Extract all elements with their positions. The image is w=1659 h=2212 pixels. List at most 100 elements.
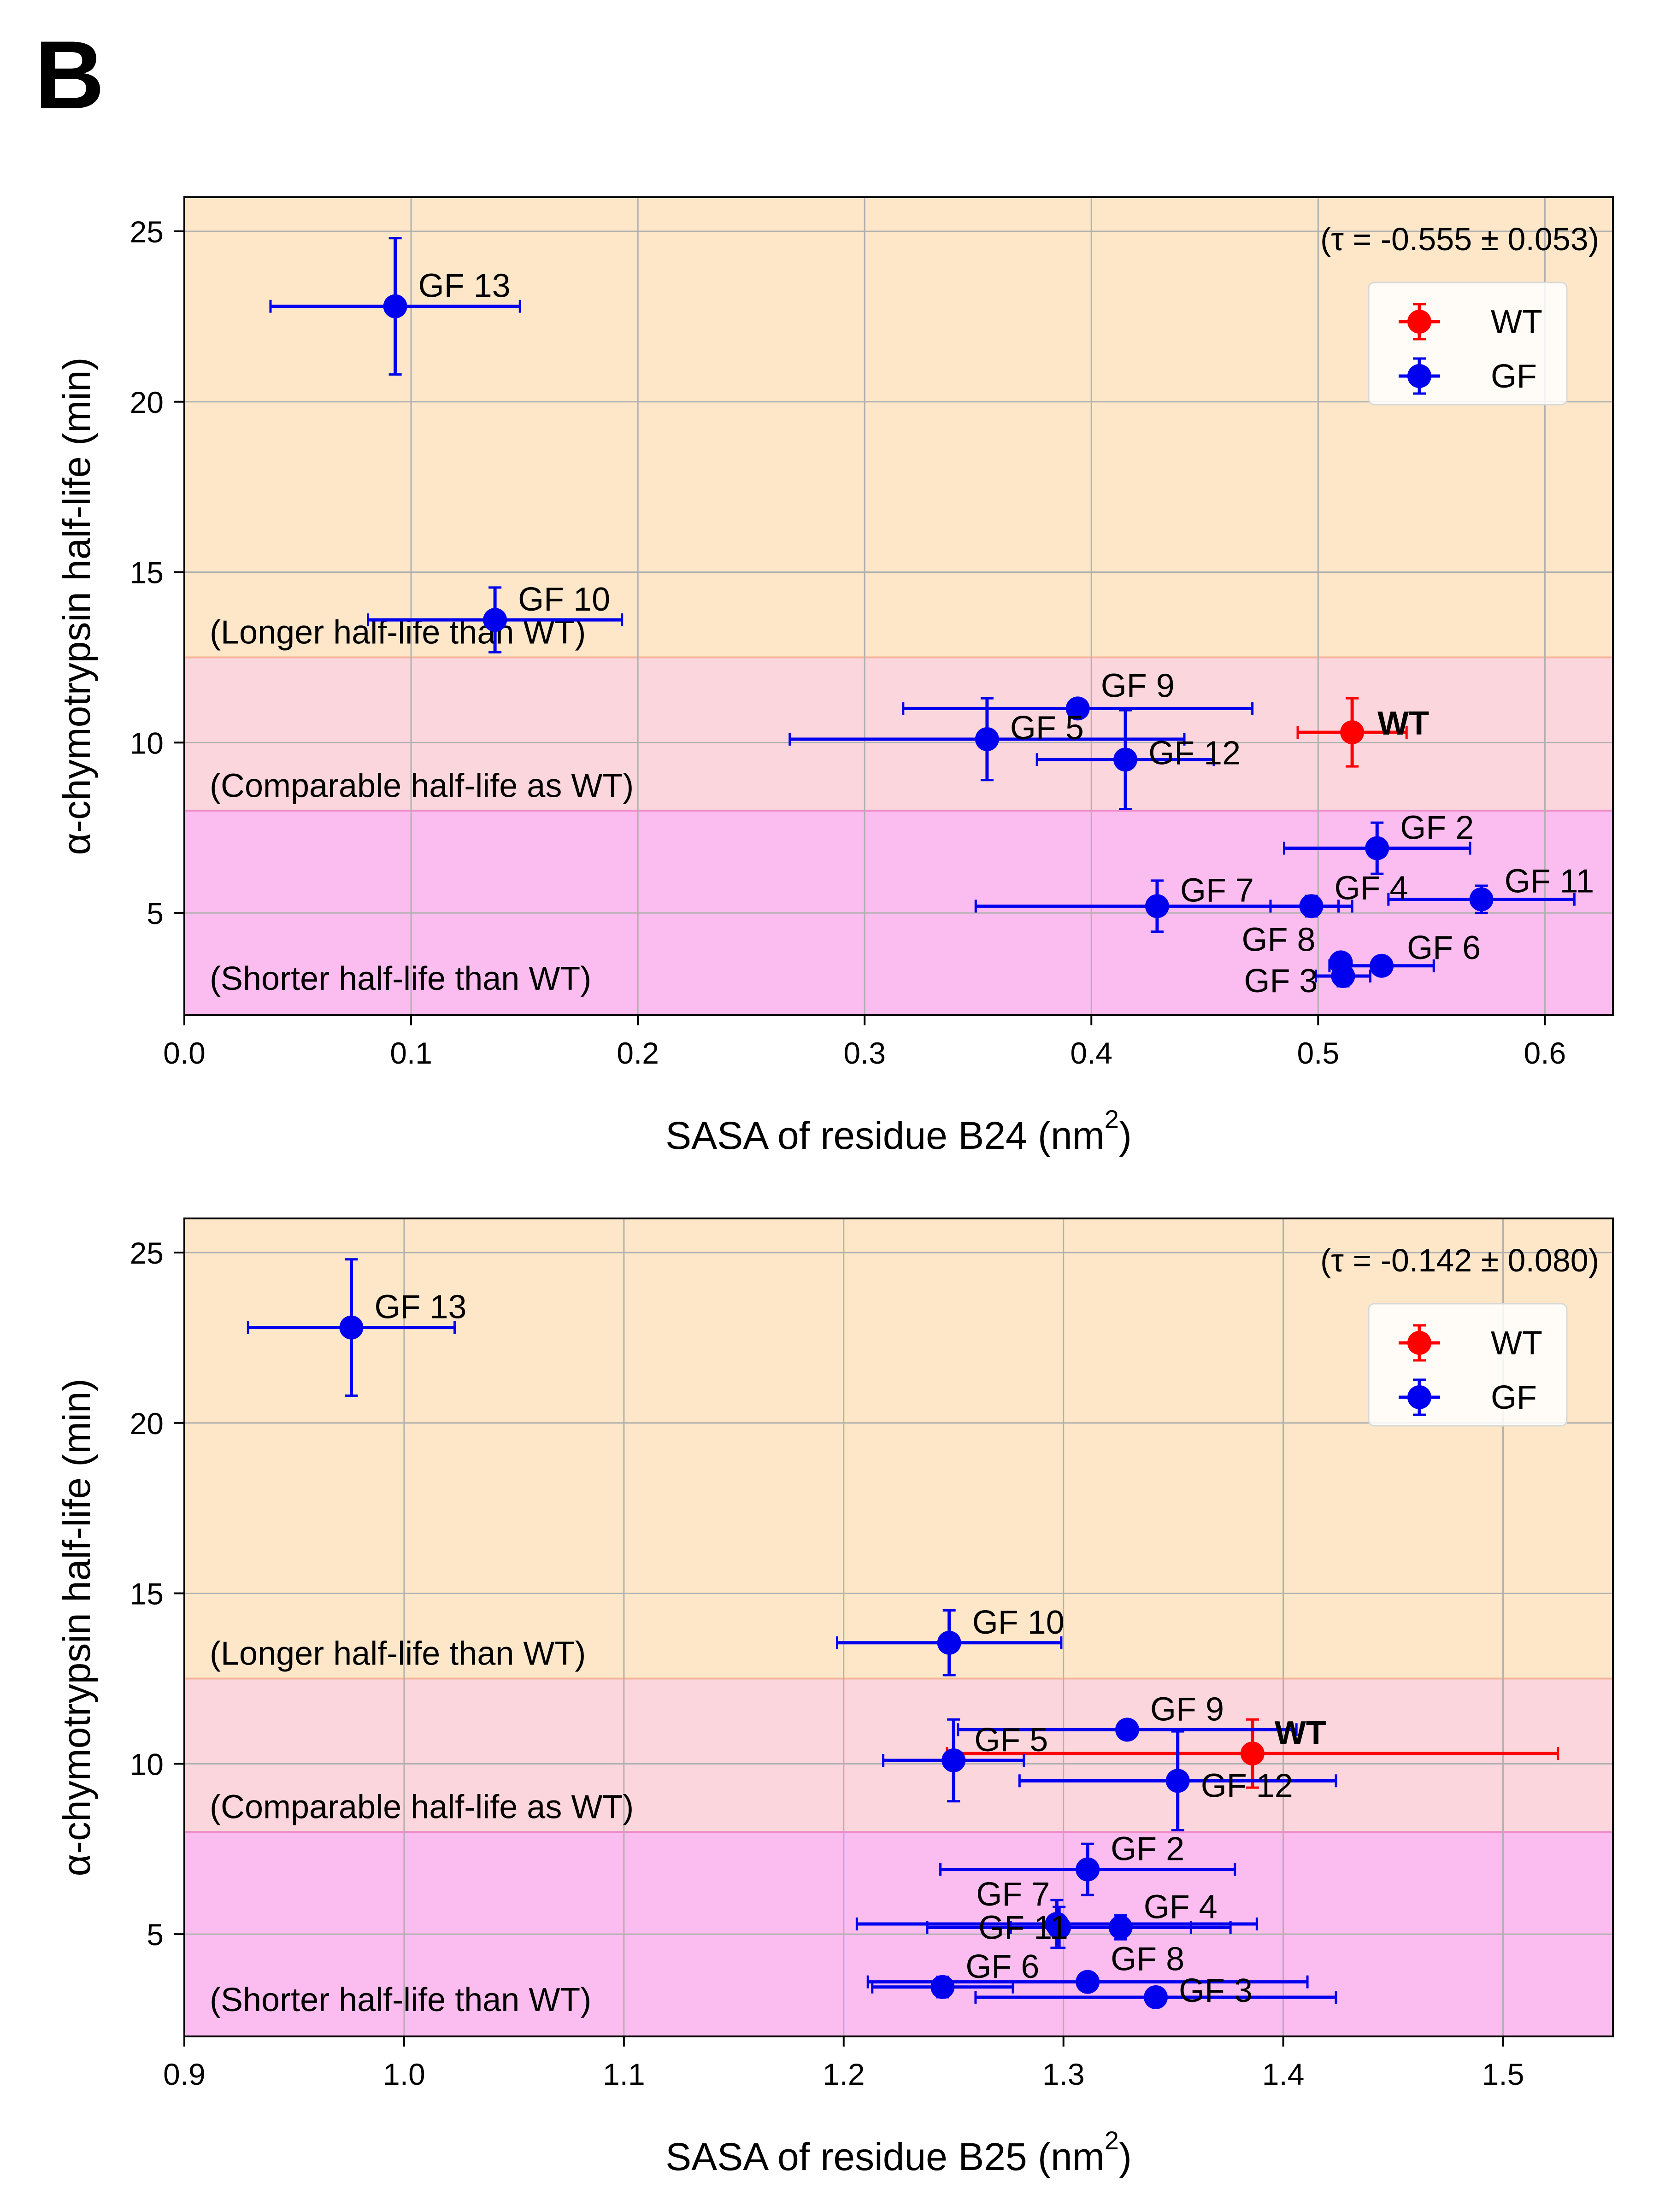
data-point-wt bbox=[946, 1718, 1559, 1789]
x-tick-label: 0.5 bbox=[1297, 1036, 1339, 1070]
region-label: (Shorter half-life than WT) bbox=[210, 960, 591, 997]
x-tick-label: 1.0 bbox=[383, 2057, 425, 2091]
y-tick-label: 15 bbox=[130, 556, 164, 590]
data-point-gf-10 bbox=[835, 1609, 1063, 1677]
panel-label: B bbox=[35, 21, 105, 129]
data-point-gf-4 bbox=[1009, 1914, 1232, 1941]
point-label: GF 10 bbox=[518, 581, 610, 618]
region-band-0 bbox=[184, 1218, 1613, 1679]
legend-entry-wt: WT bbox=[1399, 1324, 1542, 1362]
legend-marker bbox=[1407, 1331, 1431, 1355]
marker bbox=[1299, 894, 1324, 918]
point-label: GF 5 bbox=[1010, 710, 1084, 747]
legend-box bbox=[1368, 282, 1568, 406]
legend-entry-wt: WT bbox=[1399, 303, 1542, 341]
point-label: GF 12 bbox=[1148, 735, 1241, 771]
y-tick-label: 10 bbox=[130, 726, 164, 760]
plot-frame bbox=[183, 1218, 1614, 2037]
data-point-gf-2 bbox=[1283, 821, 1471, 875]
point-label: GF 6 bbox=[1407, 930, 1481, 966]
x-tick-label: 0.1 bbox=[390, 1036, 432, 1070]
x-tick-label: 1.2 bbox=[823, 2057, 865, 2091]
point-label: GF 2 bbox=[1400, 810, 1474, 847]
legend: WT GF bbox=[1368, 282, 1568, 406]
y-tick-label: 20 bbox=[130, 385, 164, 419]
point-label: GF 7 bbox=[976, 1876, 1050, 1913]
marker bbox=[1108, 1915, 1133, 1940]
x-tick-label: 0.2 bbox=[617, 1036, 659, 1070]
marker bbox=[1115, 1718, 1139, 1742]
point-label: GF 8 bbox=[1242, 921, 1316, 958]
legend-label: GF bbox=[1491, 358, 1537, 395]
point-label: GF 12 bbox=[1201, 1767, 1293, 1804]
data-point-gf-2 bbox=[939, 1842, 1236, 1896]
region-band-1 bbox=[184, 1678, 1613, 1832]
marker bbox=[383, 294, 407, 318]
data-point-gf-12 bbox=[1018, 1730, 1337, 1832]
chart-b25-sasa: (Longer half-life than WT) (Comparable ha… bbox=[55, 1218, 1614, 2178]
marker bbox=[1340, 720, 1365, 745]
chart-b24-sasa: (Longer half-life than WT)(Comparable ha… bbox=[55, 196, 1614, 1157]
y-tick-label: 25 bbox=[130, 215, 164, 249]
marker bbox=[1076, 1857, 1100, 1882]
data-point-gf-10 bbox=[367, 586, 624, 653]
point-label: GF 9 bbox=[1101, 667, 1175, 704]
legend-marker bbox=[1407, 310, 1431, 334]
region-label: (Shorter half-life than WT) bbox=[210, 1982, 591, 2018]
data-point-gf-13 bbox=[247, 1258, 456, 1397]
point-label: GF 10 bbox=[972, 1604, 1065, 1641]
marker bbox=[1165, 1769, 1190, 1793]
data-point-gf-4 bbox=[1269, 894, 1353, 918]
data-point-gf-11 bbox=[1387, 884, 1576, 914]
y-axis-label: α-chymotrypsin half-life (min) bbox=[55, 357, 98, 855]
region-label: (Comparable half-life as WT) bbox=[210, 1788, 634, 1825]
point-label: WT bbox=[1275, 1715, 1326, 1752]
legend-entry-gf: GF bbox=[1399, 1378, 1537, 1416]
data-point-gf-12 bbox=[1035, 709, 1215, 811]
region-label: (Longer half-life than WT) bbox=[210, 1635, 586, 1672]
region-label: (Comparable half-life as WT) bbox=[210, 767, 634, 804]
data-point-gf-13 bbox=[269, 237, 521, 376]
y-tick-label: 25 bbox=[130, 1236, 164, 1270]
point-label: WT bbox=[1377, 705, 1429, 742]
marker bbox=[937, 1630, 961, 1655]
data-point-gf-3 bbox=[974, 1985, 1337, 2009]
point-label: GF 13 bbox=[374, 1289, 466, 1326]
x-tick-label: 0.4 bbox=[1070, 1036, 1112, 1070]
point-label: GF 4 bbox=[1144, 1888, 1218, 1925]
x-tick-label: 0.6 bbox=[1524, 1036, 1566, 1070]
marker bbox=[1331, 964, 1355, 988]
point-label: GF 2 bbox=[1111, 1831, 1184, 1868]
marker bbox=[1370, 953, 1394, 978]
legend-label: WT bbox=[1491, 304, 1542, 341]
region-band-0 bbox=[184, 197, 1613, 658]
point-label: GF 3 bbox=[1179, 1972, 1253, 2009]
x-axis-label: SASA of residue B24 (nm2) bbox=[665, 1105, 1132, 1157]
marker bbox=[1144, 1985, 1168, 2009]
marker bbox=[1240, 1741, 1265, 1766]
marker bbox=[1076, 1970, 1100, 1994]
y-tick-label: 20 bbox=[130, 1406, 164, 1441]
marker bbox=[339, 1315, 364, 1340]
legend-box bbox=[1368, 1303, 1568, 1427]
legend: WT GF bbox=[1368, 1303, 1568, 1427]
marker bbox=[1469, 887, 1494, 912]
marker bbox=[1113, 747, 1138, 772]
x-tick-label: 0.3 bbox=[843, 1036, 886, 1070]
x-axis-label: SASA of residue B25 (nm2) bbox=[665, 2126, 1132, 2178]
correlation-annotation: (τ = -0.555 ± 0.053) bbox=[1320, 221, 1599, 257]
marker bbox=[1065, 696, 1090, 721]
marker bbox=[941, 1748, 966, 1772]
data-point-gf-5 bbox=[882, 1718, 1025, 1803]
y-tick-label: 15 bbox=[130, 1577, 164, 1611]
y-tick-label: 10 bbox=[130, 1747, 164, 1781]
plot-frame bbox=[183, 196, 1614, 1016]
data-point-gf-3 bbox=[1314, 964, 1371, 988]
marker bbox=[483, 608, 507, 632]
x-tick-label: 0.0 bbox=[163, 1036, 206, 1070]
legend-entry-gf: GF bbox=[1399, 357, 1537, 395]
point-label: GF 9 bbox=[1150, 1691, 1224, 1728]
data-point-wt bbox=[1296, 697, 1408, 768]
point-label: GF 5 bbox=[974, 1722, 1048, 1759]
data-point-gf-9 bbox=[957, 1718, 1298, 1742]
